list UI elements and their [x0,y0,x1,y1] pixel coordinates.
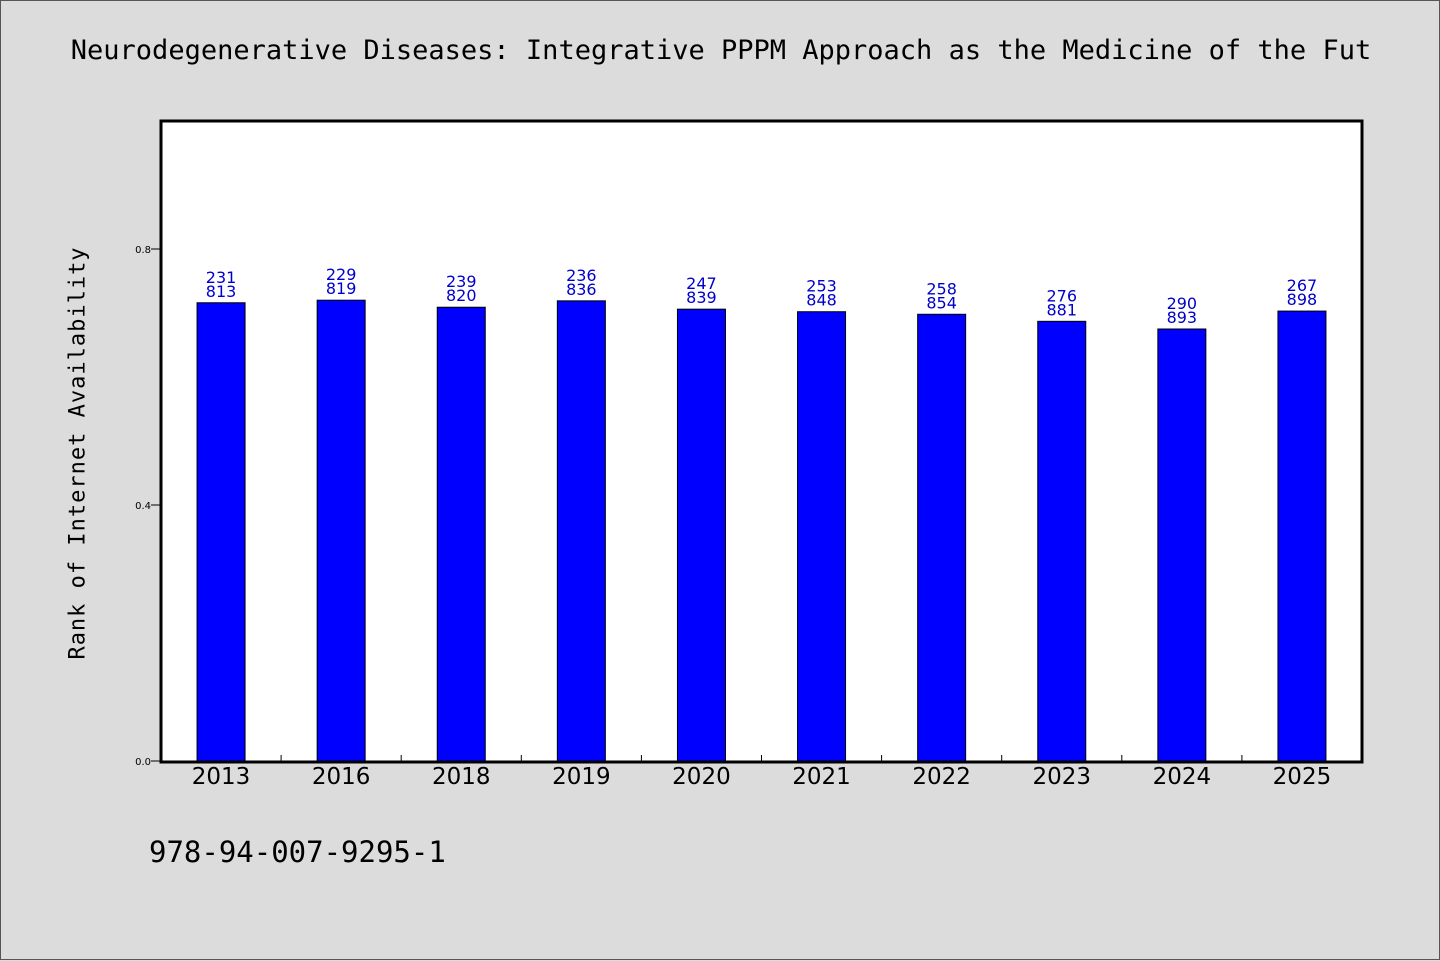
data-label-bottom: 820 [446,286,477,305]
bar [316,299,366,762]
x-tick-label: 2022 [912,764,971,790]
data-label-top: 229 [326,265,357,284]
data-label-top: 236 [566,266,597,285]
bar-series [196,299,1327,762]
y-axis-ticks: 0.0 0.4 0.8 [135,245,161,768]
data-label-bottom: 819 [326,279,357,298]
bar [797,311,847,762]
x-tick-label: 2025 [1273,764,1332,790]
bar [1277,310,1327,762]
x-tick-label: 2021 [792,764,851,790]
y-tick-label: 0.0 [135,757,151,768]
x-axis-ticks: 2013 2016 2018 2019 2020 2021 2022 2023 2024 2025 [192,755,1331,790]
data-label-bottom: 854 [926,293,957,312]
bar [556,300,606,762]
data-label-top: 276 [1046,286,1077,305]
data-label-top: 239 [446,272,477,291]
bar [196,302,246,762]
bar [676,308,726,762]
bar [917,313,967,762]
bar [1037,320,1087,762]
data-label-top: 253 [806,277,837,296]
data-label-top: 247 [686,274,717,293]
x-tick-label: 2016 [312,764,371,790]
x-tick-label: 2019 [552,764,611,790]
data-label-bottom: 839 [686,288,717,307]
data-label-top: 258 [926,279,957,298]
x-tick-label: 2013 [192,764,251,790]
footer-isbn: 978-94-007-9295-1 [149,835,446,869]
y-tick-label: 0.4 [135,501,151,512]
data-label-bottom: 836 [566,280,597,299]
data-label-top: 290 [1167,294,1198,313]
x-tick-label: 2023 [1032,764,1091,790]
data-label-top: 231 [206,268,237,287]
data-label-bottom: 898 [1287,290,1318,309]
bar [436,306,486,762]
x-tick-label: 2024 [1153,764,1212,790]
data-label-bottom: 893 [1167,308,1198,327]
y-tick-label: 0.8 [135,245,151,256]
chart-title: Neurodegenerative Diseases: Integrative … [70,35,1372,66]
y-axis-label: Rank of Internet Availability [65,246,91,660]
x-tick-label: 2018 [432,764,491,790]
bar [1157,328,1207,762]
data-label-bottom: 881 [1046,300,1077,319]
data-label-bottom: 813 [206,282,237,301]
data-label-bottom: 848 [806,291,837,310]
x-tick-label: 2020 [672,764,731,790]
data-label-top: 267 [1287,276,1318,295]
